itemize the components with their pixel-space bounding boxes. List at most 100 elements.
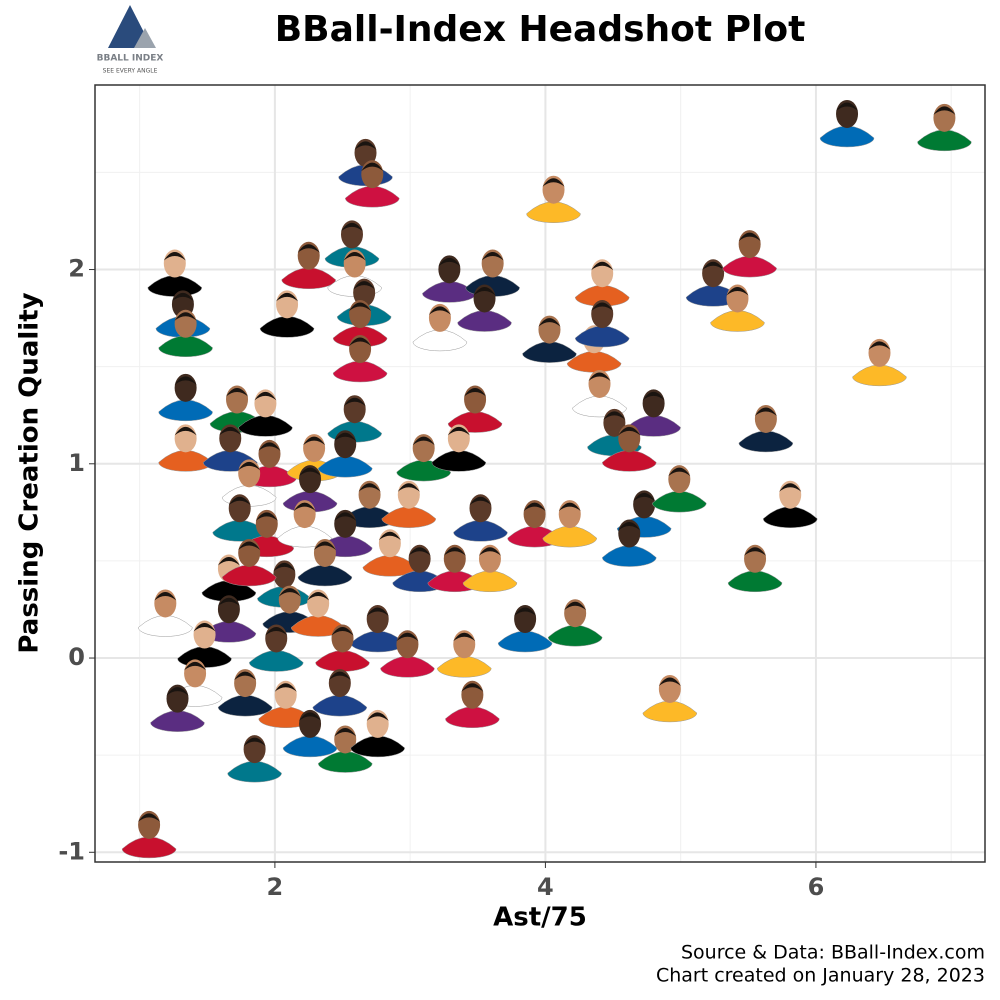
- hair: [219, 426, 242, 436]
- hair: [238, 541, 261, 550]
- hair: [174, 312, 197, 321]
- hair: [299, 712, 322, 721]
- headshot: [315, 624, 370, 672]
- hair: [343, 397, 366, 407]
- hair: [428, 306, 451, 315]
- headshot: [722, 230, 777, 278]
- grid: [95, 85, 985, 862]
- hair: [238, 461, 261, 471]
- ticks: 2 4 6 -1 0 1 2: [58, 255, 824, 901]
- hair: [473, 287, 496, 296]
- hair: [234, 671, 257, 681]
- headshot: [542, 500, 598, 548]
- y-axis-label: Passing Creation Quality: [15, 292, 45, 653]
- headshot: [574, 300, 630, 348]
- hair: [836, 102, 859, 111]
- headshot: [277, 500, 332, 548]
- hair: [933, 106, 956, 115]
- hair: [349, 302, 372, 312]
- headshot: [221, 538, 277, 587]
- hair: [273, 562, 296, 572]
- headshot: [332, 335, 388, 383]
- hair: [408, 547, 431, 556]
- hair: [464, 388, 487, 397]
- headshot: [602, 519, 657, 567]
- hair: [588, 372, 611, 381]
- headshot: [212, 494, 267, 542]
- hair: [334, 727, 357, 737]
- headshot: [917, 103, 972, 152]
- headshot: [350, 605, 405, 653]
- hair: [481, 252, 504, 261]
- logo-mark: [134, 28, 156, 48]
- headshot: [150, 684, 205, 732]
- headshot: [312, 669, 368, 717]
- headshot: [158, 373, 213, 422]
- headshot: [217, 669, 273, 717]
- hair: [138, 813, 161, 822]
- hair: [349, 337, 372, 347]
- x-tick-label: 6: [808, 873, 825, 901]
- headshot: [227, 735, 282, 783]
- points: [121, 99, 972, 859]
- headshot: [431, 424, 487, 472]
- hair: [343, 252, 366, 261]
- hair: [412, 436, 435, 446]
- hair: [478, 547, 501, 556]
- logo-tagline: SEE EVERY ANGLE: [103, 68, 158, 75]
- hair: [642, 391, 665, 401]
- hair: [603, 411, 626, 420]
- plot-border: [94, 84, 986, 863]
- hair: [328, 671, 351, 681]
- hair: [443, 547, 466, 556]
- hair: [265, 626, 288, 636]
- hair: [307, 591, 330, 601]
- hair: [397, 483, 420, 492]
- headshot: [437, 630, 492, 678]
- headshot: [453, 494, 508, 542]
- hair: [618, 426, 641, 436]
- headshot: [457, 284, 512, 332]
- hair: [184, 661, 207, 671]
- hair: [163, 252, 186, 261]
- hair: [558, 502, 581, 512]
- headshot: [762, 480, 818, 528]
- hair: [274, 683, 297, 692]
- hair: [779, 483, 802, 492]
- hair: [154, 591, 177, 601]
- hair: [293, 502, 316, 512]
- hair: [523, 502, 546, 512]
- y-tick-label: -1: [58, 837, 85, 865]
- x-tick-label: 2: [267, 873, 284, 901]
- y-tick-label: 0: [68, 643, 85, 671]
- headshot: [462, 544, 518, 593]
- plot-panel: [95, 85, 985, 862]
- x-axis-label: Ast/75: [493, 903, 587, 933]
- hair: [514, 607, 537, 617]
- hair: [591, 261, 614, 271]
- hair: [340, 222, 363, 232]
- hair: [278, 588, 301, 597]
- hair: [193, 623, 216, 632]
- hair: [744, 547, 767, 556]
- hair: [447, 426, 470, 436]
- hair: [738, 232, 761, 242]
- hair: [313, 541, 336, 550]
- headshot: [652, 465, 707, 513]
- headshot: [738, 404, 794, 453]
- headshot: [259, 290, 315, 338]
- hair: [217, 557, 240, 566]
- logo-name: BBALL INDEX: [97, 54, 164, 64]
- headshot: [574, 259, 630, 307]
- headshot: [317, 725, 373, 773]
- hair: [868, 341, 891, 350]
- hair: [469, 496, 492, 506]
- hair: [254, 391, 277, 401]
- hair: [633, 492, 656, 502]
- headshot: [412, 303, 468, 352]
- hair: [299, 467, 322, 477]
- hair: [228, 496, 251, 506]
- headshot: [345, 160, 400, 208]
- hair: [438, 257, 461, 267]
